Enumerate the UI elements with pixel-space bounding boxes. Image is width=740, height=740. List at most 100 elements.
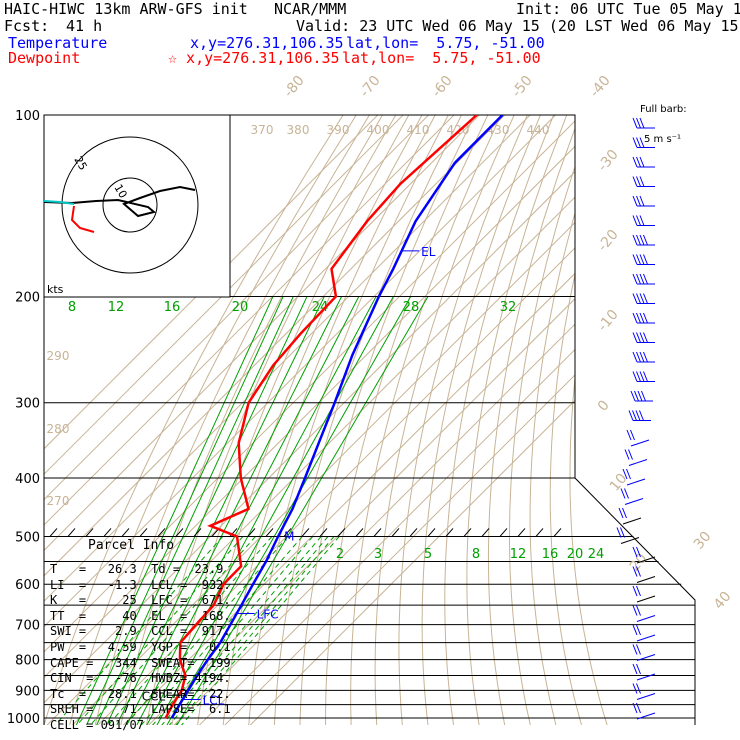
parcel-info-title: Parcel Info: [88, 538, 175, 553]
freezing-hatch: [67, 528, 76, 537]
wind-barb-shaft: [636, 634, 656, 642]
parcel-info-row: TT = 40 EL = 168.: [50, 608, 231, 623]
isotherm-line: [44, 115, 429, 725]
isotherm-line: [44, 115, 480, 725]
wind-barb-flag: [639, 351, 645, 363]
isotherm-line: [244, 115, 695, 725]
mixing-ratio-label: 12: [108, 300, 125, 315]
wind-barb-flag: [632, 332, 638, 343]
wind-barb-shaft: [636, 556, 656, 564]
frame-outline: [44, 114, 696, 725]
dry-adiabat-line: [93, 115, 370, 725]
dry-adiabat-line: [374, 115, 515, 725]
wind-barb-flag: [639, 273, 645, 285]
isotherm-line: [44, 115, 506, 725]
wind-barb-flag: [639, 215, 645, 226]
mixing-ratio-line: [170, 536, 335, 725]
parcel-info-row: T = 26.3 Td = 23.9: [50, 562, 224, 576]
wind-barb-flag: [632, 546, 638, 558]
parcel-info-row: PW = 4.59 YGP = 0.1: [50, 640, 231, 654]
pressure-tick-label: 900: [15, 684, 40, 699]
dry-adiabat-line: [67, 115, 357, 725]
wind-barb-flag: [632, 254, 638, 265]
dry-adiabat-line: [44, 115, 344, 725]
freezing-hatch: [103, 528, 112, 537]
freezing-hatch: [301, 528, 310, 537]
wind-barb-flag: [636, 624, 641, 636]
freezing-hatch: [427, 528, 436, 537]
freezing-hatch: [175, 528, 184, 537]
wind-barb-flag: [624, 488, 629, 499]
isotherm-line: [44, 115, 658, 725]
theta-label: 390: [327, 123, 350, 137]
wind-barb-flag: [636, 176, 641, 187]
parcel-info-row: SWI = 2.9 CCL = 917.: [50, 624, 231, 639]
annotation-label: M: [284, 529, 294, 543]
wind-barb-flag: [632, 234, 638, 246]
wind-barb-flag: [632, 117, 638, 129]
dewpoint-xy: ☆ x,y=276.31,106.35: [168, 49, 340, 67]
wind-barb-shaft: [620, 537, 640, 544]
isotherm-line: [193, 115, 695, 725]
annotation-label: EL: [421, 245, 436, 259]
mixing-ratio-line: [176, 536, 340, 725]
theta-label: 370: [251, 123, 274, 137]
dry-adiabat-line: [508, 115, 594, 725]
freezing-hatch: [193, 528, 202, 537]
hodograph-track: [43, 185, 196, 218]
mixing-ratio-line: [120, 536, 289, 725]
wind-barb-flag: [626, 429, 632, 441]
wind-barb-shaft: [628, 459, 648, 466]
wind-barb-flag: [636, 117, 641, 129]
wind-barb-flag: [639, 293, 645, 304]
wind-barb-flag: [632, 176, 638, 187]
pressure-tick-label: 100: [15, 109, 40, 124]
dry-adiabat-line: [144, 115, 397, 725]
wind-barb-flag: [632, 215, 638, 226]
hodograph-low-segment: [70, 205, 95, 233]
wind-barb-flag: [628, 410, 634, 421]
wind-barb-flag: [632, 683, 638, 694]
moist-adiabat-line: [133, 296, 360, 725]
profile-annotations: EL LFC CCL LCL M: [142, 245, 436, 708]
mixing-ratio-line: [103, 536, 273, 725]
wind-barb-flag: [630, 390, 636, 402]
wind-barb-flag: [632, 312, 638, 324]
dry-adiabat-line: [273, 115, 462, 725]
theta-label-left: 290: [47, 349, 70, 363]
wind-barb-flag: [632, 410, 637, 421]
mixing-ratio-line: [49, 536, 224, 725]
wind-barb-shaft: [636, 576, 656, 583]
wind-barb-shaft: [622, 517, 642, 525]
wind-barb-flag: [639, 195, 645, 207]
wind-barb-flag: [622, 507, 627, 519]
mixing-ratio-line: [85, 536, 256, 725]
wind-barb-shaft: [636, 615, 656, 622]
wind-barb-flag: [636, 215, 641, 226]
mixing-ratio-line: [71, 536, 244, 725]
wind-barb-flag: [632, 293, 638, 304]
isotherm-label: 40: [711, 589, 735, 613]
fcst-value: 41 h: [66, 17, 103, 35]
theta-label: 430: [487, 123, 510, 137]
freezing-hatch: [409, 528, 418, 537]
wind-barb-flag: [636, 683, 641, 694]
freezing-hatch: [85, 528, 94, 537]
wind-barb-flag: [636, 312, 641, 324]
dry-adiabat-line: [196, 115, 423, 725]
wind-barb-flag: [634, 390, 639, 402]
wind-barb-flag: [622, 468, 628, 480]
full-barb-legend: Full barb: 5 m s⁻¹: [640, 85, 687, 155]
freezing-hatch: [247, 528, 256, 537]
wind-barb-flag: [632, 137, 638, 148]
freezing-hatch: [49, 528, 58, 537]
temperature-latlon: lat,lon= 5.75, -51.00: [346, 34, 545, 52]
mixing-ratio-label: 8: [472, 547, 480, 562]
freezing-hatch: [391, 528, 400, 537]
freezing-hatch: [319, 528, 328, 537]
profiles: [164, 115, 504, 719]
wind-barb-flag: [632, 702, 638, 714]
wind-barb-flag: [636, 254, 641, 265]
wind-barb-flag: [632, 605, 638, 616]
